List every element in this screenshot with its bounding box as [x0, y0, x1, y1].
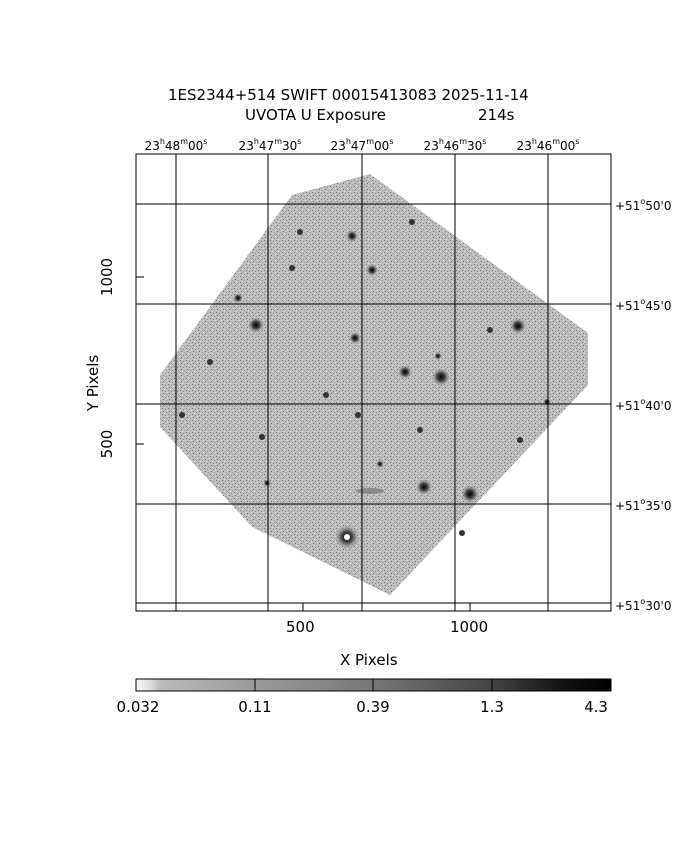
image-title: 1ES2344+514 SWIFT 00015413083 2025-11-14	[168, 86, 529, 104]
ra-tick-label: 23h46m00s	[516, 137, 580, 153]
y-tick-label: 1000	[98, 257, 116, 297]
coordinate-grid	[136, 154, 611, 611]
x-axis-title: X Pixels	[340, 651, 398, 669]
sources	[179, 219, 551, 549]
y-axis-title: Y Pixels	[84, 354, 102, 412]
exposure-time: 214s	[478, 106, 515, 124]
ra-tick-label: 23h47m30s	[238, 137, 302, 153]
ra-tick-label: 23h46m30s	[423, 137, 487, 153]
colorbar-tick-label: 0.032	[116, 698, 160, 716]
dec-tick-label: +51o45'0	[615, 297, 672, 313]
plot-frame	[135, 153, 612, 612]
exposure-footprint	[160, 174, 588, 595]
colorbar-ticks	[254, 679, 493, 691]
ra-tick-label: 23h47m00s	[330, 137, 394, 153]
filter-label: UVOTA U Exposure	[245, 106, 386, 124]
pixel-ticks	[136, 276, 471, 611]
colorbar-tick-label: 0.11	[238, 698, 272, 716]
y-tick-label: 500	[98, 429, 116, 459]
colorbar-tick-label: 1.3	[480, 698, 504, 716]
colorbar-tick-label: 0.39	[356, 698, 390, 716]
colorbar-tick-label: 4.3	[584, 698, 608, 716]
dec-tick-label: +51o40'0	[615, 397, 672, 413]
ra-tick-label: 23h48m00s	[144, 137, 208, 153]
dec-tick-label: +51o30'0	[615, 597, 672, 613]
dec-tick-label: +51o35'0	[615, 497, 672, 513]
x-tick-label: 1000	[450, 618, 489, 636]
x-tick-label: 500	[286, 618, 315, 636]
dec-tick-label: +51o50'0	[615, 197, 672, 213]
